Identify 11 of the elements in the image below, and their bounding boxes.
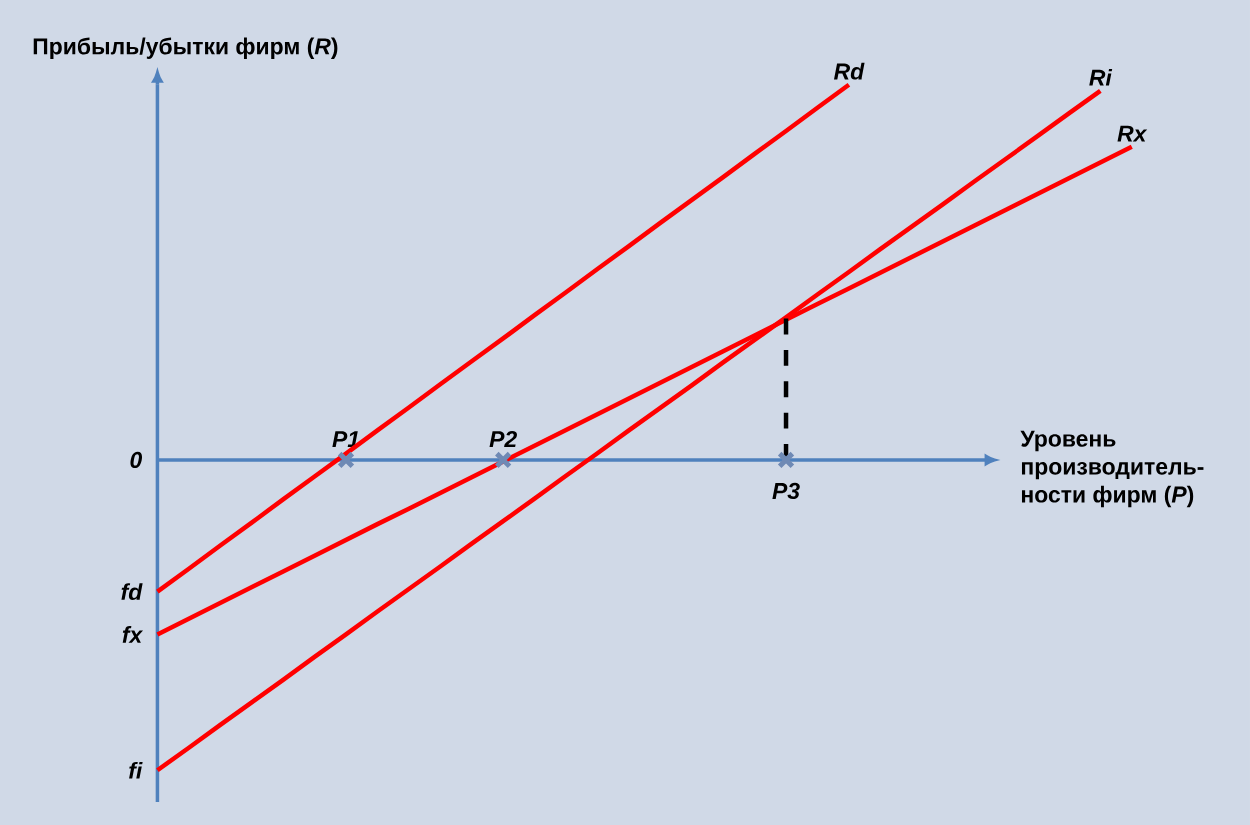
x-axis-title: Уровень производитель-ности фирм (P) <box>1020 430 1204 508</box>
x-tick-label: P3 <box>772 482 800 500</box>
annotation: 0 <box>130 451 143 469</box>
y-axis-title: Прибыль/убытки фирм (R) <box>33 37 338 59</box>
annotation: fx <box>122 626 144 643</box>
annotation: fi <box>129 761 143 779</box>
series-label: Rd <box>834 62 865 80</box>
x-tick-label: P2 <box>489 430 517 447</box>
series-label: Ri <box>1089 68 1113 86</box>
series-label: Rx <box>1117 125 1148 142</box>
annotation: fd <box>121 583 143 600</box>
